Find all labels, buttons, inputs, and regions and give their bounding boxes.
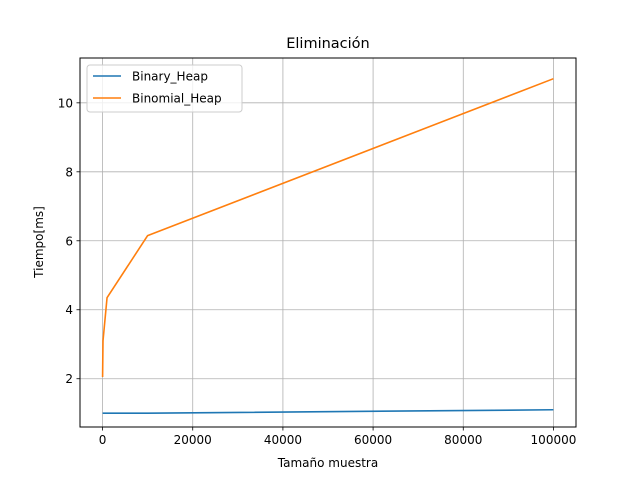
chart-title: Eliminación: [286, 36, 370, 52]
plot-lines: [101, 77, 554, 415]
y-tick-label: 8: [65, 165, 73, 179]
ticks: 0 20000 40000 60000 80000 100000 2 4 6 8 10: [58, 96, 577, 447]
series-line-binary-heap: [102, 408, 554, 415]
y-tick-label: 6: [65, 234, 73, 248]
x-tick-label: 60000: [354, 433, 392, 447]
legend: Binary_Heap Binomial_Heap: [86, 64, 243, 113]
x-tick-label: 80000: [444, 433, 482, 447]
legend-entry: Binary_Heap: [132, 70, 208, 84]
x-tick-label: 100000: [531, 433, 577, 447]
y-tick-label: 2: [65, 372, 73, 386]
y-tick-label: 4: [65, 303, 73, 317]
series-line-binomial-heap: [101, 77, 554, 378]
y-tick-label: 10: [58, 96, 73, 110]
x-tick-label: 40000: [264, 433, 302, 447]
grid: [80, 58, 576, 427]
legend-entry: Binomial_Heap: [132, 92, 222, 106]
plot-frame: [79, 57, 577, 428]
x-axis-label: Tamaño muestra: [277, 456, 378, 470]
legend-box: [86, 64, 243, 113]
x-tick-label: 0: [99, 433, 107, 447]
x-tick-label: 20000: [174, 433, 212, 447]
y-axis-label: Tiempo[ms]: [32, 206, 46, 279]
